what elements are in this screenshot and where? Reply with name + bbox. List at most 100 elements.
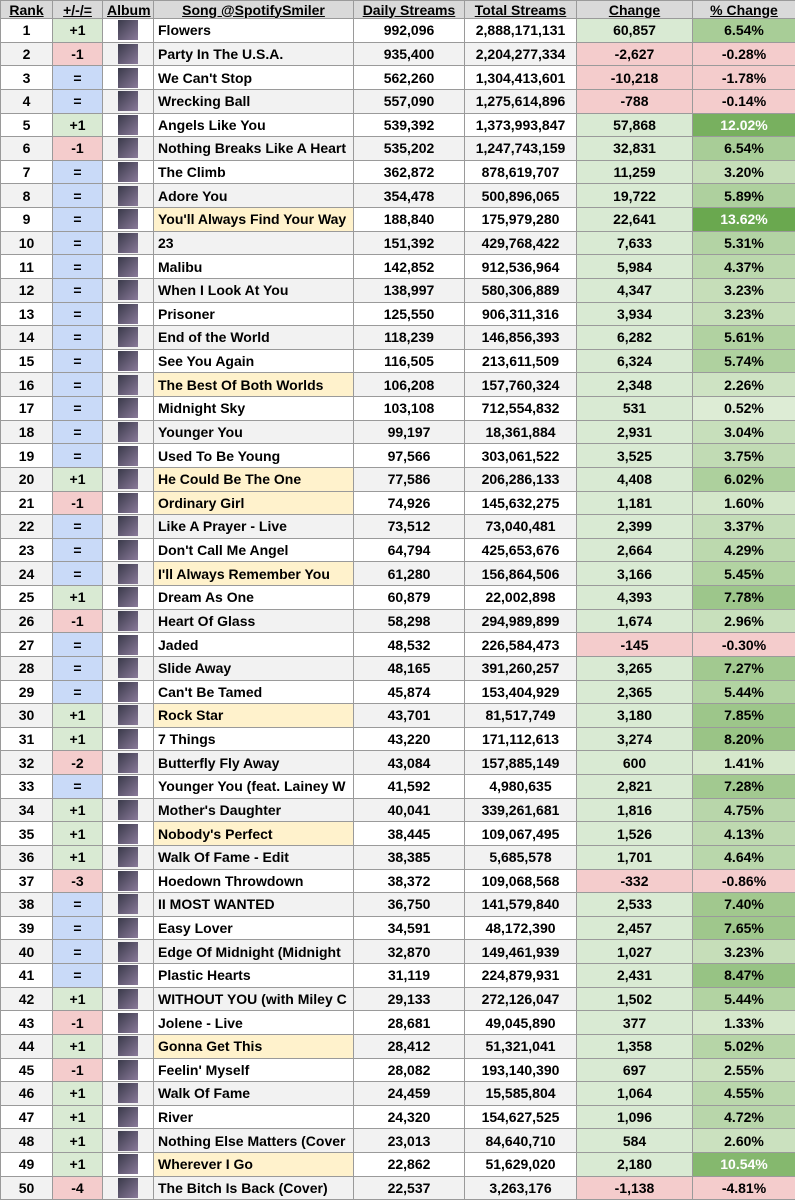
album-cell <box>102 1057 154 1083</box>
song-cell: Mother's Daughter <box>153 797 354 823</box>
table-row: 44 +1 Gonna Get This 28,412 51,321,041 1,358 5… <box>0 1033 795 1059</box>
pct-change-cell: 3.23% <box>692 277 795 303</box>
song-cell: Slide Away <box>153 655 354 681</box>
pct-change-cell: 3.23% <box>692 301 795 327</box>
total-streams-cell: 5,685,578 <box>464 844 577 870</box>
total-streams-cell: 84,640,710 <box>464 1128 577 1153</box>
album-cover <box>118 67 138 88</box>
total-streams-cell: 2,204,277,334 <box>464 41 577 67</box>
daily-streams-cell: 41,592 <box>353 774 465 799</box>
daily-streams-cell: 60,879 <box>353 585 465 610</box>
album-cell <box>102 868 154 894</box>
change-cell: -332 <box>576 868 693 894</box>
song-cell: When I Look At You <box>153 277 354 303</box>
rank-cell: 41 <box>0 963 53 988</box>
change-cell: 3,934 <box>576 301 693 327</box>
daily-streams-cell: 38,445 <box>353 821 465 846</box>
song-cell: Edge Of Midnight (Midnight <box>153 939 354 964</box>
column-header: Song @SpotifySmiler <box>153 0 354 19</box>
change-cell: 3,274 <box>576 726 693 752</box>
song-cell: Party In The U.S.A. <box>153 41 354 67</box>
album-cover <box>118 1036 138 1057</box>
album-cover <box>118 823 138 844</box>
rank-cell: 23 <box>0 537 53 563</box>
header-row: Rank +/-/= Album Song @SpotifySmiler Daily S… <box>0 0 795 19</box>
song-cell: You'll Always Find Your Way <box>153 207 354 232</box>
album-cell <box>102 892 154 917</box>
table-row: 14 = End of the World 118,239 146,856,393 6,2… <box>0 325 795 350</box>
move-cell: -1 <box>52 1057 103 1083</box>
move-cell: -4 <box>52 1175 103 1200</box>
change-cell: -145 <box>576 632 693 657</box>
change-cell: 4,408 <box>576 466 693 492</box>
rank-cell: 17 <box>0 396 53 421</box>
change-cell: 2,399 <box>576 514 693 539</box>
move-cell: -1 <box>52 608 103 634</box>
album-cell <box>102 844 154 870</box>
daily-streams-cell: 48,532 <box>353 632 465 657</box>
album-cover <box>118 20 138 41</box>
rank-cell: 39 <box>0 915 53 941</box>
album-cover <box>118 847 138 868</box>
total-streams-cell: 339,261,681 <box>464 797 577 823</box>
table-body: 1 +1 Flowers 992,096 2,888,171,131 60,857 6.54… <box>0 18 795 1200</box>
album-cover <box>118 445 138 466</box>
rank-cell: 37 <box>0 868 53 894</box>
daily-streams-cell: 138,997 <box>353 277 465 303</box>
total-streams-cell: 15,585,804 <box>464 1081 577 1106</box>
song-cell: The Bitch Is Back (Cover) <box>153 1175 354 1200</box>
rank-cell: 49 <box>0 1152 53 1177</box>
daily-streams-cell: 539,392 <box>353 112 465 138</box>
album-cell <box>102 207 154 232</box>
daily-streams-cell: 142,852 <box>353 254 465 279</box>
album-cover <box>118 374 138 395</box>
total-streams-cell: 294,989,899 <box>464 608 577 634</box>
change-cell: 1,027 <box>576 939 693 964</box>
change-cell: 1,181 <box>576 490 693 516</box>
song-cell: Don't Call Me Angel <box>153 537 354 563</box>
album-cover <box>118 492 138 513</box>
daily-streams-cell: 61,280 <box>353 561 465 586</box>
pct-change-cell: 12.02% <box>692 112 795 138</box>
album-cell <box>102 112 154 138</box>
song-cell: Feelin' Myself <box>153 1057 354 1083</box>
total-streams-cell: 206,286,133 <box>464 466 577 492</box>
album-cover <box>118 941 138 962</box>
change-cell: 1,674 <box>576 608 693 634</box>
pct-change-cell: 4.29% <box>692 537 795 563</box>
album-cover <box>118 327 138 348</box>
total-streams-cell: 1,373,993,847 <box>464 112 577 138</box>
song-cell: Walk Of Fame - Edit <box>153 844 354 870</box>
rank-cell: 16 <box>0 372 53 397</box>
pct-change-cell: -0.14% <box>692 88 795 114</box>
move-cell: +1 <box>52 1128 103 1153</box>
rank-cell: 27 <box>0 632 53 657</box>
change-cell: 2,431 <box>576 963 693 988</box>
daily-streams-cell: 64,794 <box>353 537 465 563</box>
move-cell: +1 <box>52 844 103 870</box>
table-row: 47 +1 River 24,320 154,627,525 1,096 4.72% <box>0 1104 795 1130</box>
total-streams-cell: 878,619,707 <box>464 159 577 185</box>
change-cell: 57,868 <box>576 112 693 138</box>
pct-change-cell: 7.40% <box>692 892 795 917</box>
pct-change-cell: 1.41% <box>692 750 795 775</box>
album-cover <box>118 303 138 324</box>
column-header: Rank <box>0 0 53 19</box>
total-streams-cell: 712,554,832 <box>464 396 577 421</box>
song-cell: Walk Of Fame <box>153 1081 354 1106</box>
change-cell: 3,525 <box>576 443 693 468</box>
change-cell: 584 <box>576 1128 693 1153</box>
table-row: 42 +1 WITHOUT YOU (with Miley C 29,133 272,1… <box>0 986 795 1012</box>
album-cell <box>102 1010 154 1035</box>
change-cell: -1,138 <box>576 1175 693 1200</box>
daily-streams-cell: 36,750 <box>353 892 465 917</box>
rank-cell: 47 <box>0 1104 53 1130</box>
move-cell: +1 <box>52 703 103 728</box>
daily-streams-cell: 99,197 <box>353 419 465 445</box>
album-cell <box>102 1175 154 1200</box>
table-row: 33 = Younger You (feat. Lainey W 41,592 4,98… <box>0 774 795 799</box>
album-cell <box>102 608 154 634</box>
total-streams-cell: 171,112,613 <box>464 726 577 752</box>
album-cell <box>102 915 154 941</box>
